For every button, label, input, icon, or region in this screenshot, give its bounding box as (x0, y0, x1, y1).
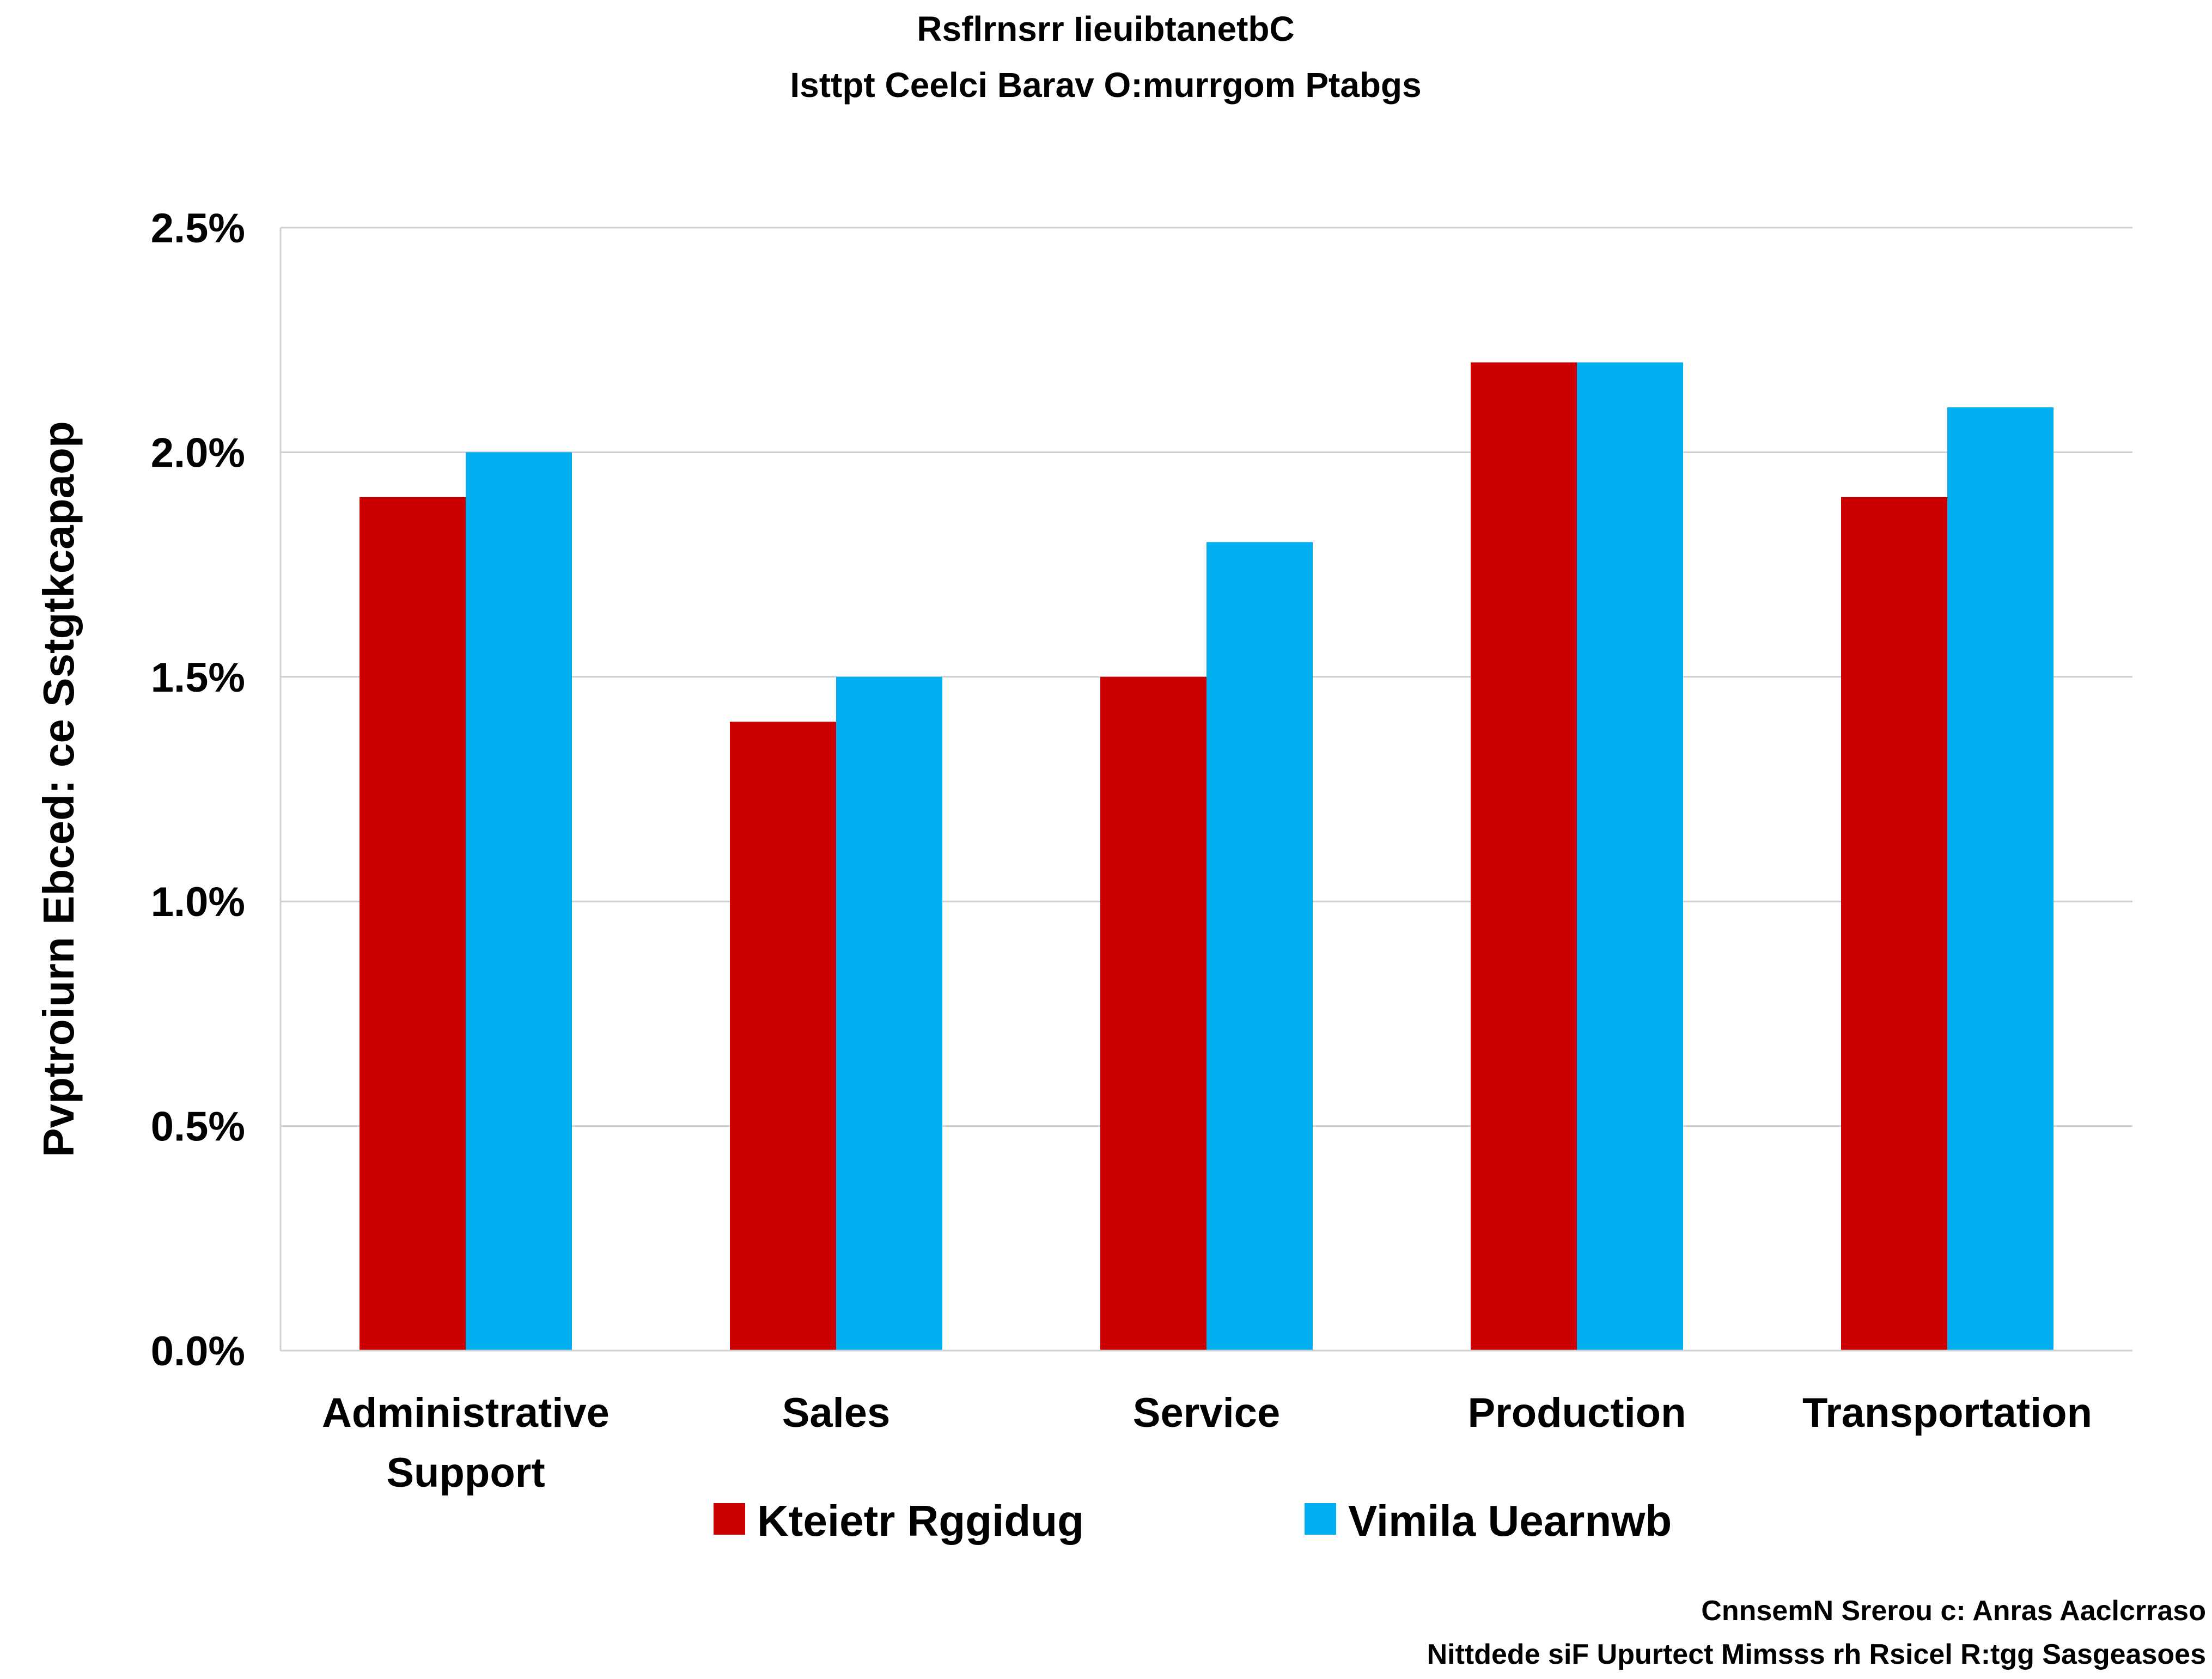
bar-series-2 (1577, 362, 1683, 1351)
labels: Rsflrnsrr IieuibtanetbC Isttpt Ceelci Bar… (34, 9, 2206, 1670)
bar-series-1 (1100, 676, 1206, 1351)
bar-series-2 (1947, 407, 2053, 1351)
chart-title: Rsflrnsrr IieuibtanetbC (917, 9, 1294, 48)
bars (359, 362, 2053, 1351)
bar-series-2 (1206, 542, 1313, 1351)
x-category-label: Support (386, 1450, 545, 1496)
legend-label: Kteietr Rggidug (757, 1497, 1084, 1545)
bar-series-2 (466, 452, 572, 1351)
bar-series-2 (836, 676, 942, 1351)
source-note: Nittdede siF Upurtect Mimsss rh Rsicel R… (1427, 1639, 2206, 1670)
x-category-label: Transportation (1802, 1390, 2092, 1436)
y-axis-label: Pvptroiurn Ebced: ce Sstgtkcapaop (34, 421, 83, 1157)
legend-swatch (714, 1503, 745, 1535)
source-note: CnnsemN Srerou c: Anras Aaclcrraso (1701, 1595, 2206, 1627)
x-category-label: Sales (782, 1390, 891, 1436)
y-tick-label: 1.5% (151, 655, 245, 701)
y-tick-label: 2.0% (151, 430, 245, 476)
y-tick-label: 1.0% (151, 879, 245, 925)
chart-subtitle: Isttpt Ceelci Barav O:murrgom Ptabgs (790, 65, 1421, 105)
x-category-label: Service (1133, 1390, 1280, 1436)
x-category-label: Administrative (322, 1390, 610, 1436)
y-tick-label: 2.5% (151, 205, 245, 252)
bar-series-1 (730, 722, 836, 1351)
axes (279, 228, 2132, 1352)
bar-series-1 (359, 497, 466, 1351)
y-tick-label: 0.0% (151, 1328, 245, 1375)
bar-series-1 (1471, 362, 1577, 1351)
x-category-label: Production (1467, 1390, 1686, 1436)
bar-series-1 (1841, 497, 1947, 1351)
legend-label: Vimila Uearnwb (1348, 1497, 1672, 1545)
legend-swatch (1305, 1503, 1336, 1535)
y-tick-label: 0.5% (151, 1104, 245, 1150)
